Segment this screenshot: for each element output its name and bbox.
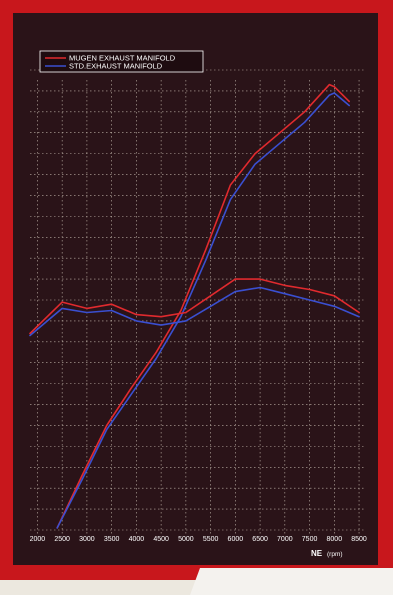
x-tick-label: 6000	[228, 536, 244, 543]
series-line-power-mugen	[56, 83, 351, 529]
legend: MUGEN EXHAUST MANIFOLD STD.EXHAUST MANIF…	[39, 50, 204, 73]
x-tick-label: 2500	[54, 536, 70, 543]
x-tick-label: 4000	[129, 536, 145, 543]
series-line-torque-mugen	[29, 278, 360, 335]
series-lines	[29, 83, 360, 529]
bottom-decoration	[190, 568, 393, 595]
x-tick-label: 5000	[178, 536, 194, 543]
x-tick-label: 3000	[79, 536, 95, 543]
x-tick-label: 8500	[351, 536, 367, 543]
legend-label-mugen: MUGEN EXHAUST MANIFOLD	[69, 54, 176, 63]
chart-panel	[13, 13, 378, 565]
x-tick-label: 2000	[30, 536, 46, 543]
series-line-power-std	[56, 92, 351, 529]
x-tick-label: 7000	[277, 536, 293, 543]
x-axis-unit: (rpm)	[327, 551, 343, 558]
x-tick-labels: 2000 2500 3000 3500 4000 4500 5000 5500 6000 6500…	[30, 536, 367, 543]
series-line-torque-std	[29, 286, 360, 337]
x-tick-label: 6500	[252, 536, 268, 543]
x-tick-label: 7500	[302, 536, 318, 543]
x-tick-label: 3500	[104, 536, 120, 543]
x-tick-label: 4500	[153, 536, 169, 543]
grid	[30, 69, 364, 536]
x-axis-label: NE	[311, 549, 323, 558]
x-tick-label: 8000	[327, 536, 343, 543]
legend-box	[39, 50, 204, 73]
x-tick-label: 5500	[203, 536, 219, 543]
legend-label-std: STD.EXHAUST MANIFOLD	[69, 62, 163, 71]
